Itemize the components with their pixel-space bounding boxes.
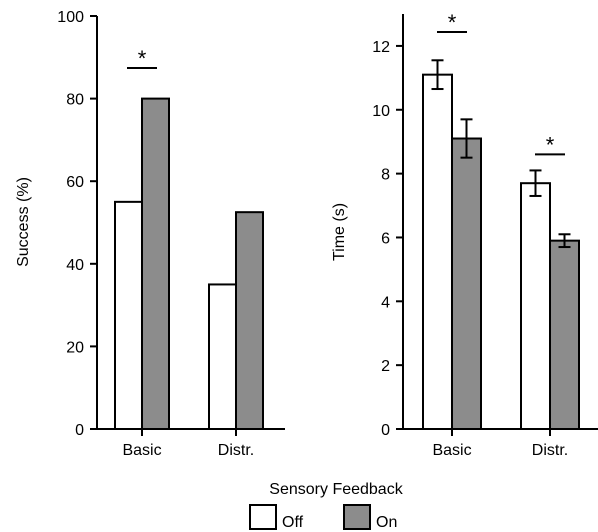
y-tick-label: 6 bbox=[381, 230, 390, 247]
y-tick-label: 8 bbox=[381, 167, 390, 184]
bar-distr-on bbox=[235, 211, 264, 430]
y-tick-label: 60 bbox=[66, 174, 84, 191]
bar-basic-on bbox=[451, 137, 482, 430]
y-tick-label: 40 bbox=[66, 257, 84, 274]
significance-star: * bbox=[448, 10, 457, 35]
y-tick-label: 2 bbox=[381, 358, 390, 375]
x-tick-label: Distr. bbox=[532, 442, 568, 459]
legend: Sensory Feedback Off On bbox=[249, 481, 404, 531]
y-tick-label: 0 bbox=[381, 422, 390, 439]
bar-basic-off bbox=[422, 73, 453, 431]
success-chart: 0 20 40 60 80 100 Success (%) Basic Distr. * bbox=[15, 9, 285, 459]
y-tick-label: 0 bbox=[75, 422, 84, 439]
legend-swatch-on bbox=[343, 504, 371, 530]
significance-star: * bbox=[138, 46, 147, 71]
legend-title: Sensory Feedback bbox=[269, 481, 403, 498]
y-tick-label: 20 bbox=[66, 339, 84, 356]
y-tick-label: 80 bbox=[66, 92, 84, 109]
x-tick-label: Basic bbox=[432, 442, 471, 459]
x-tick-label: Distr. bbox=[218, 442, 254, 459]
y-tick-label: 100 bbox=[57, 9, 84, 26]
bar-basic-off bbox=[114, 200, 143, 430]
y-axis-label: Success (%) bbox=[15, 177, 32, 267]
y-tick-label: 12 bbox=[372, 39, 390, 56]
legend-swatch-off bbox=[249, 504, 277, 530]
legend-label-off: Off bbox=[282, 514, 304, 531]
legend-label-on: On bbox=[376, 514, 397, 531]
bar-basic-on bbox=[141, 97, 170, 430]
y-tick-label: 10 bbox=[372, 103, 390, 120]
significance-star: * bbox=[546, 132, 555, 157]
bar-distr-off bbox=[520, 182, 551, 430]
x-tick-label: Basic bbox=[122, 442, 161, 459]
time-chart: 0 2 4 6 8 10 12 Time (s) Basic Distr. * * bbox=[331, 10, 598, 459]
y-tick-label: 4 bbox=[381, 294, 390, 311]
bar-distr-off bbox=[208, 283, 237, 431]
y-axis-label: Time (s) bbox=[331, 203, 348, 261]
bar-distr-on bbox=[549, 239, 580, 430]
